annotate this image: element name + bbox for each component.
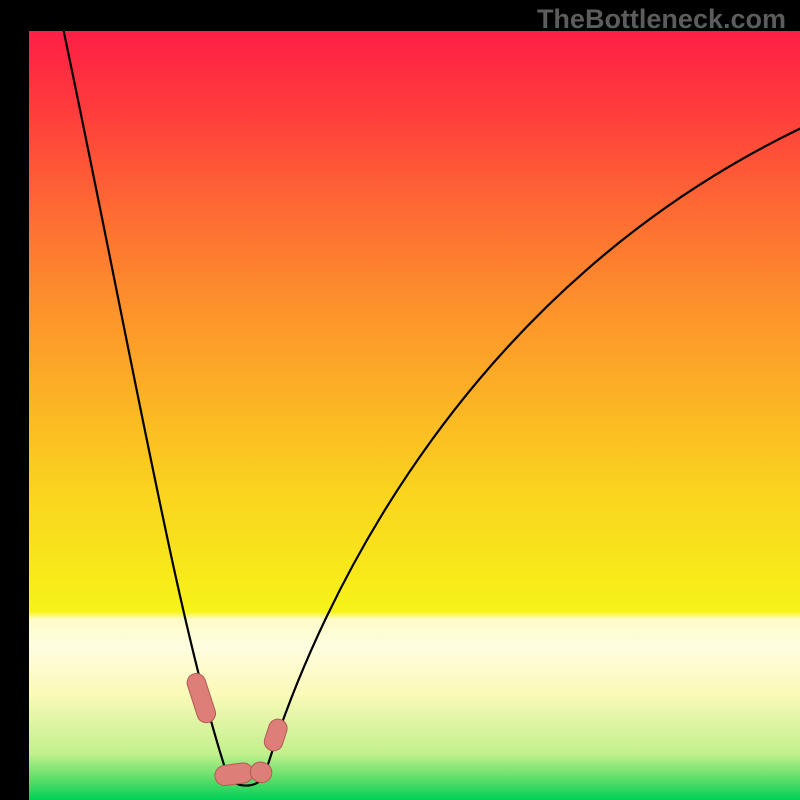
plot-area xyxy=(29,31,800,800)
watermark-label: TheBottleneck.com xyxy=(537,4,786,35)
plot-svg xyxy=(29,31,800,800)
gradient-background xyxy=(29,31,800,800)
